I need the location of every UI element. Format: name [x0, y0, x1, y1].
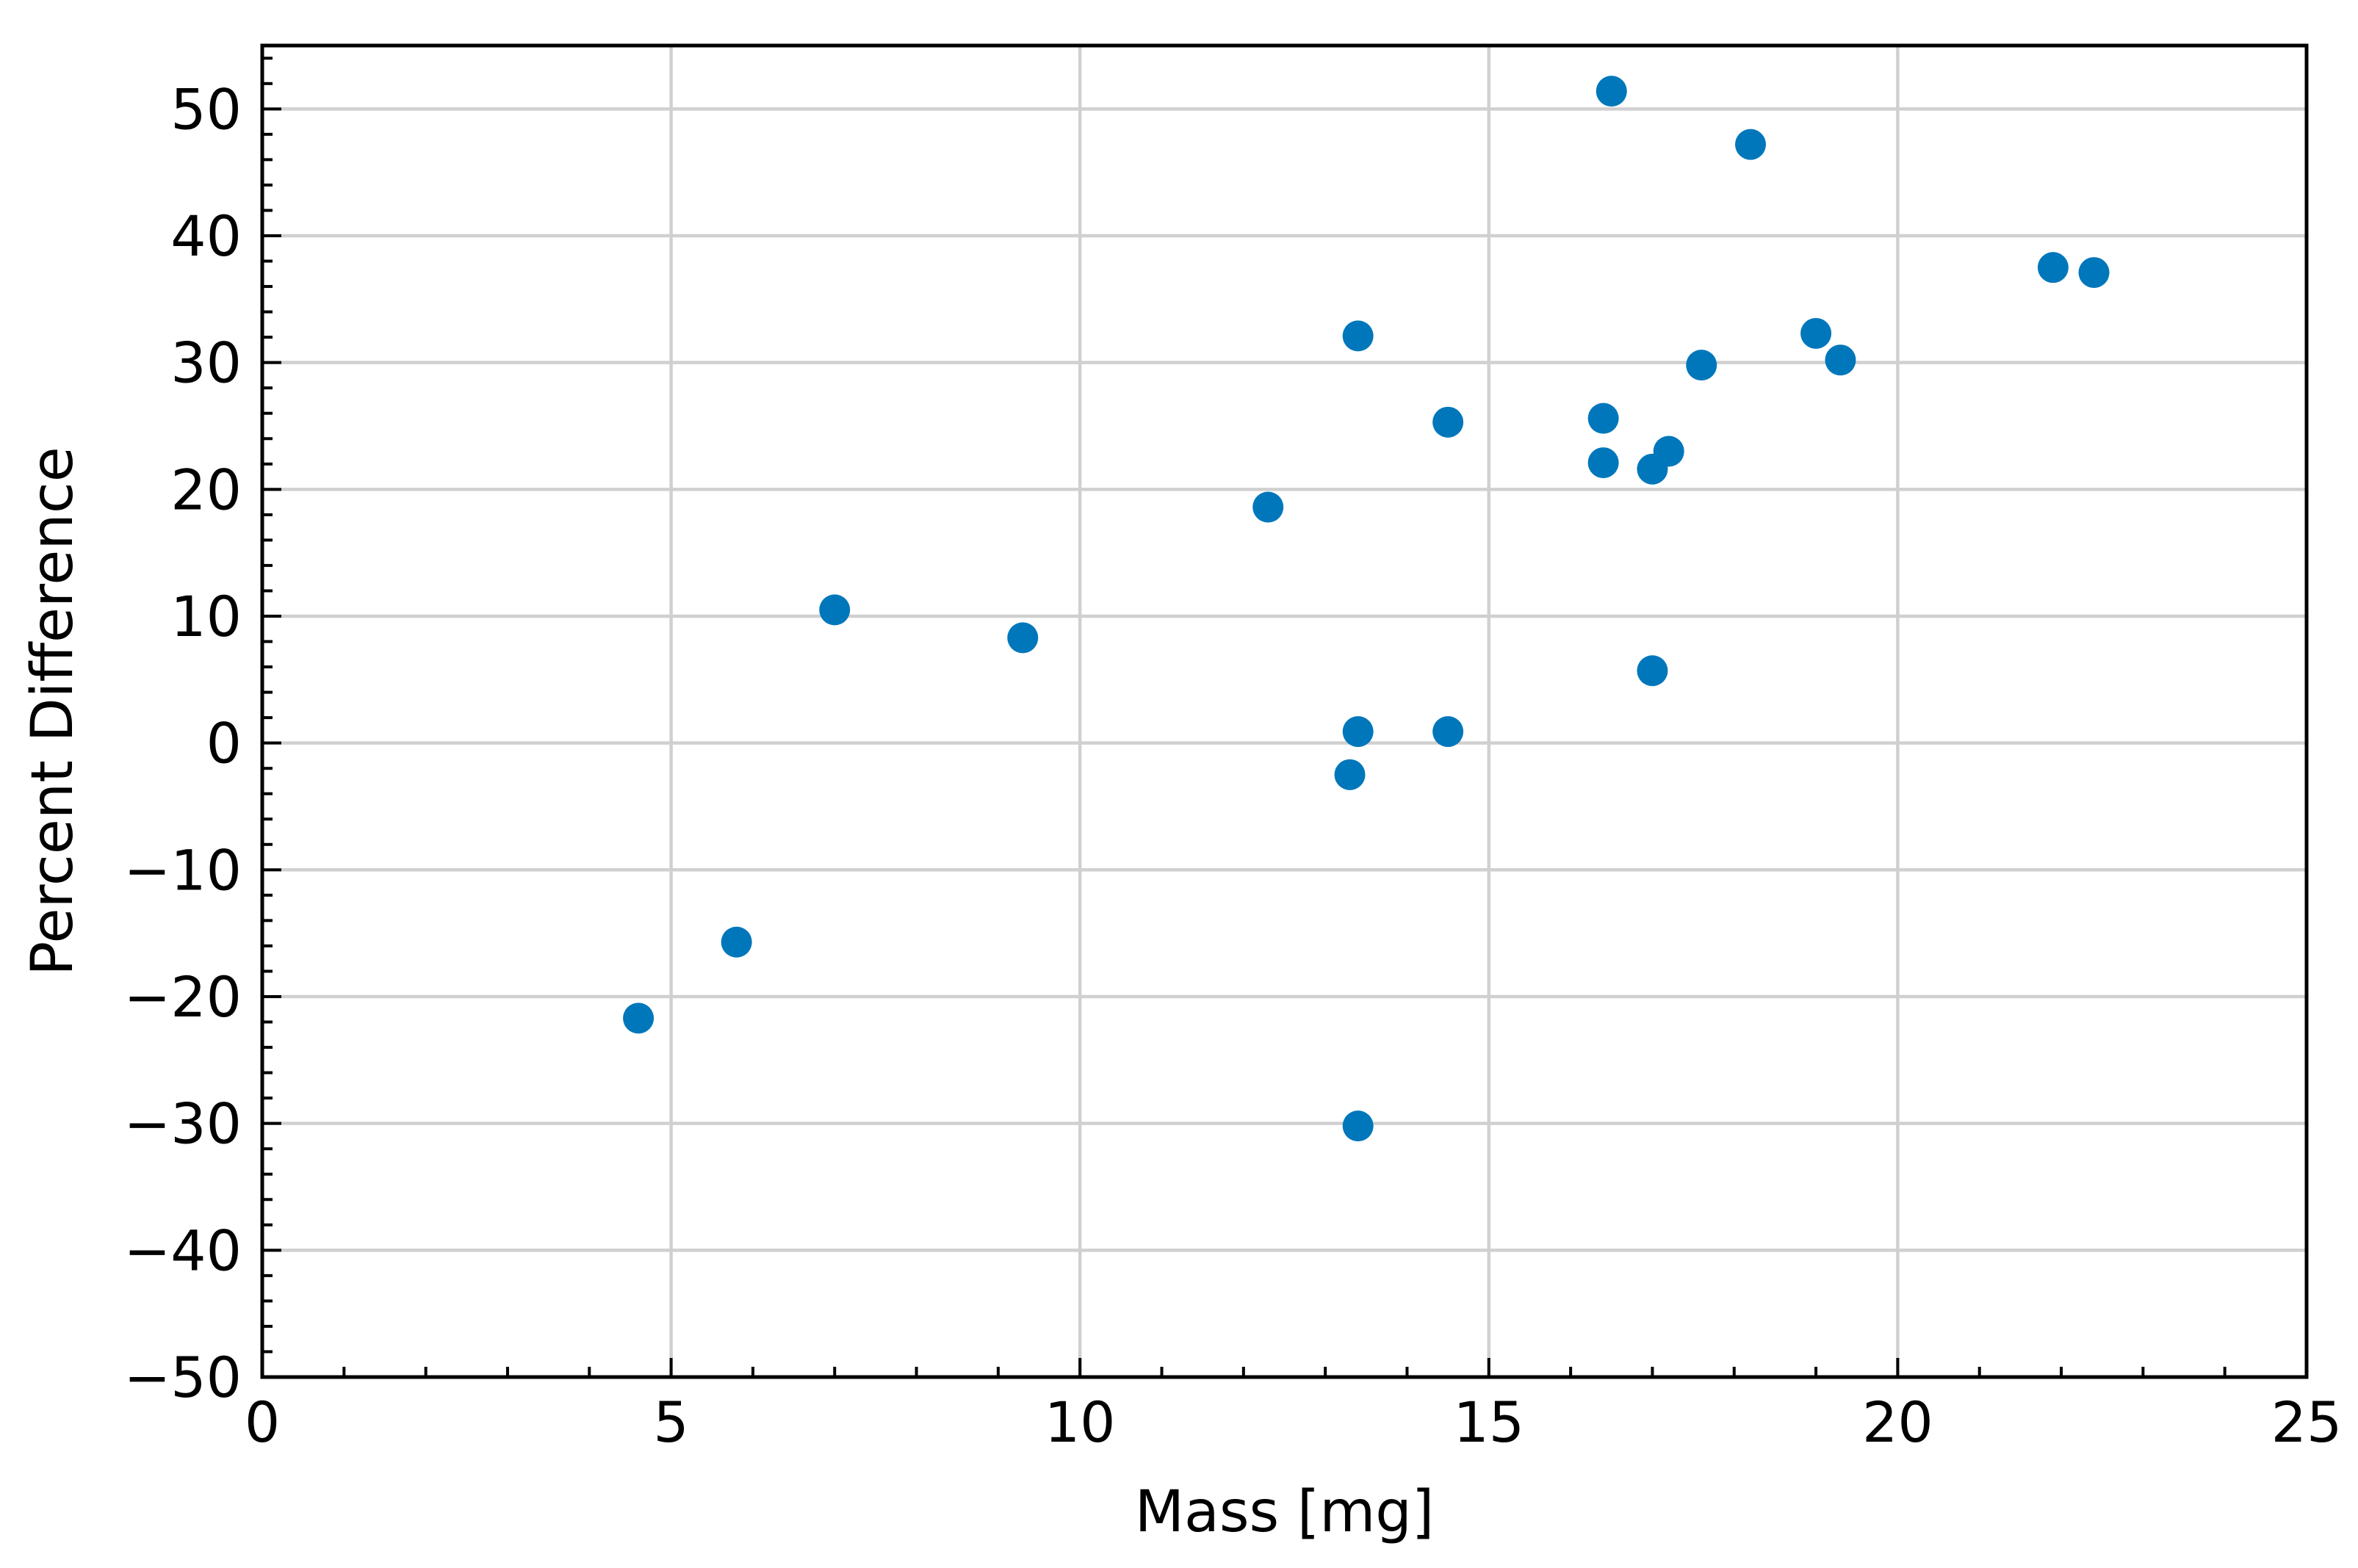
y-tick-label: −20: [124, 964, 242, 1030]
data-point: [1432, 716, 1464, 748]
data-point: [1825, 344, 1856, 376]
grid-lines: [262, 46, 2307, 1377]
y-tick-label: −40: [124, 1218, 242, 1283]
x-axis-label: Mass [mg]: [1135, 1479, 1435, 1545]
y-tick-label: 40: [170, 203, 242, 269]
y-axis-label: Percent Difference: [20, 447, 86, 975]
data-point: [2037, 252, 2069, 283]
y-tick-label: 30: [170, 330, 242, 396]
y-tick-label: −50: [124, 1345, 242, 1410]
data-point: [1735, 129, 1767, 160]
x-tick-label: 20: [1862, 1390, 1933, 1455]
data-point: [1587, 402, 1619, 434]
data-point: [623, 1002, 655, 1034]
data-point: [2078, 257, 2110, 289]
y-tick-label: −10: [124, 837, 242, 903]
y-tick-label: 20: [170, 457, 242, 522]
data-point: [1653, 436, 1684, 467]
data-point: [1007, 622, 1039, 654]
y-tick-label: 0: [206, 711, 242, 776]
data-point: [721, 926, 752, 958]
x-tick-label: 5: [653, 1390, 688, 1455]
data-point: [1342, 320, 1374, 352]
y-tick-label: 50: [170, 76, 242, 142]
data-point: [1342, 716, 1374, 748]
data-points: [623, 76, 2110, 1142]
plot-frame: [260, 43, 2309, 1379]
y-tick-labels: −50 −40 −30 −20 −10 0 10 20 30 40 50: [124, 76, 242, 1410]
x-tick-label: 0: [245, 1390, 280, 1455]
data-point: [1432, 406, 1464, 438]
data-point: [1686, 350, 1717, 381]
y-tick-label: −30: [124, 1091, 242, 1157]
y-tick-label: 10: [170, 584, 242, 649]
x-tick-label: 25: [2271, 1390, 2343, 1455]
minor-ticks: [262, 57, 2227, 1377]
data-point: [1587, 447, 1619, 479]
data-point: [1596, 76, 1627, 107]
data-point: [1334, 759, 1366, 790]
data-point: [1342, 1110, 1374, 1142]
x-tick-label: 10: [1045, 1390, 1116, 1455]
data-point: [1637, 655, 1668, 687]
data-point: [1252, 491, 1284, 523]
x-tick-label: 15: [1453, 1390, 1524, 1455]
data-point: [1800, 317, 1832, 349]
data-point: [819, 594, 851, 626]
x-tick-labels: 0 5 10 15 20 25: [245, 1390, 2343, 1455]
